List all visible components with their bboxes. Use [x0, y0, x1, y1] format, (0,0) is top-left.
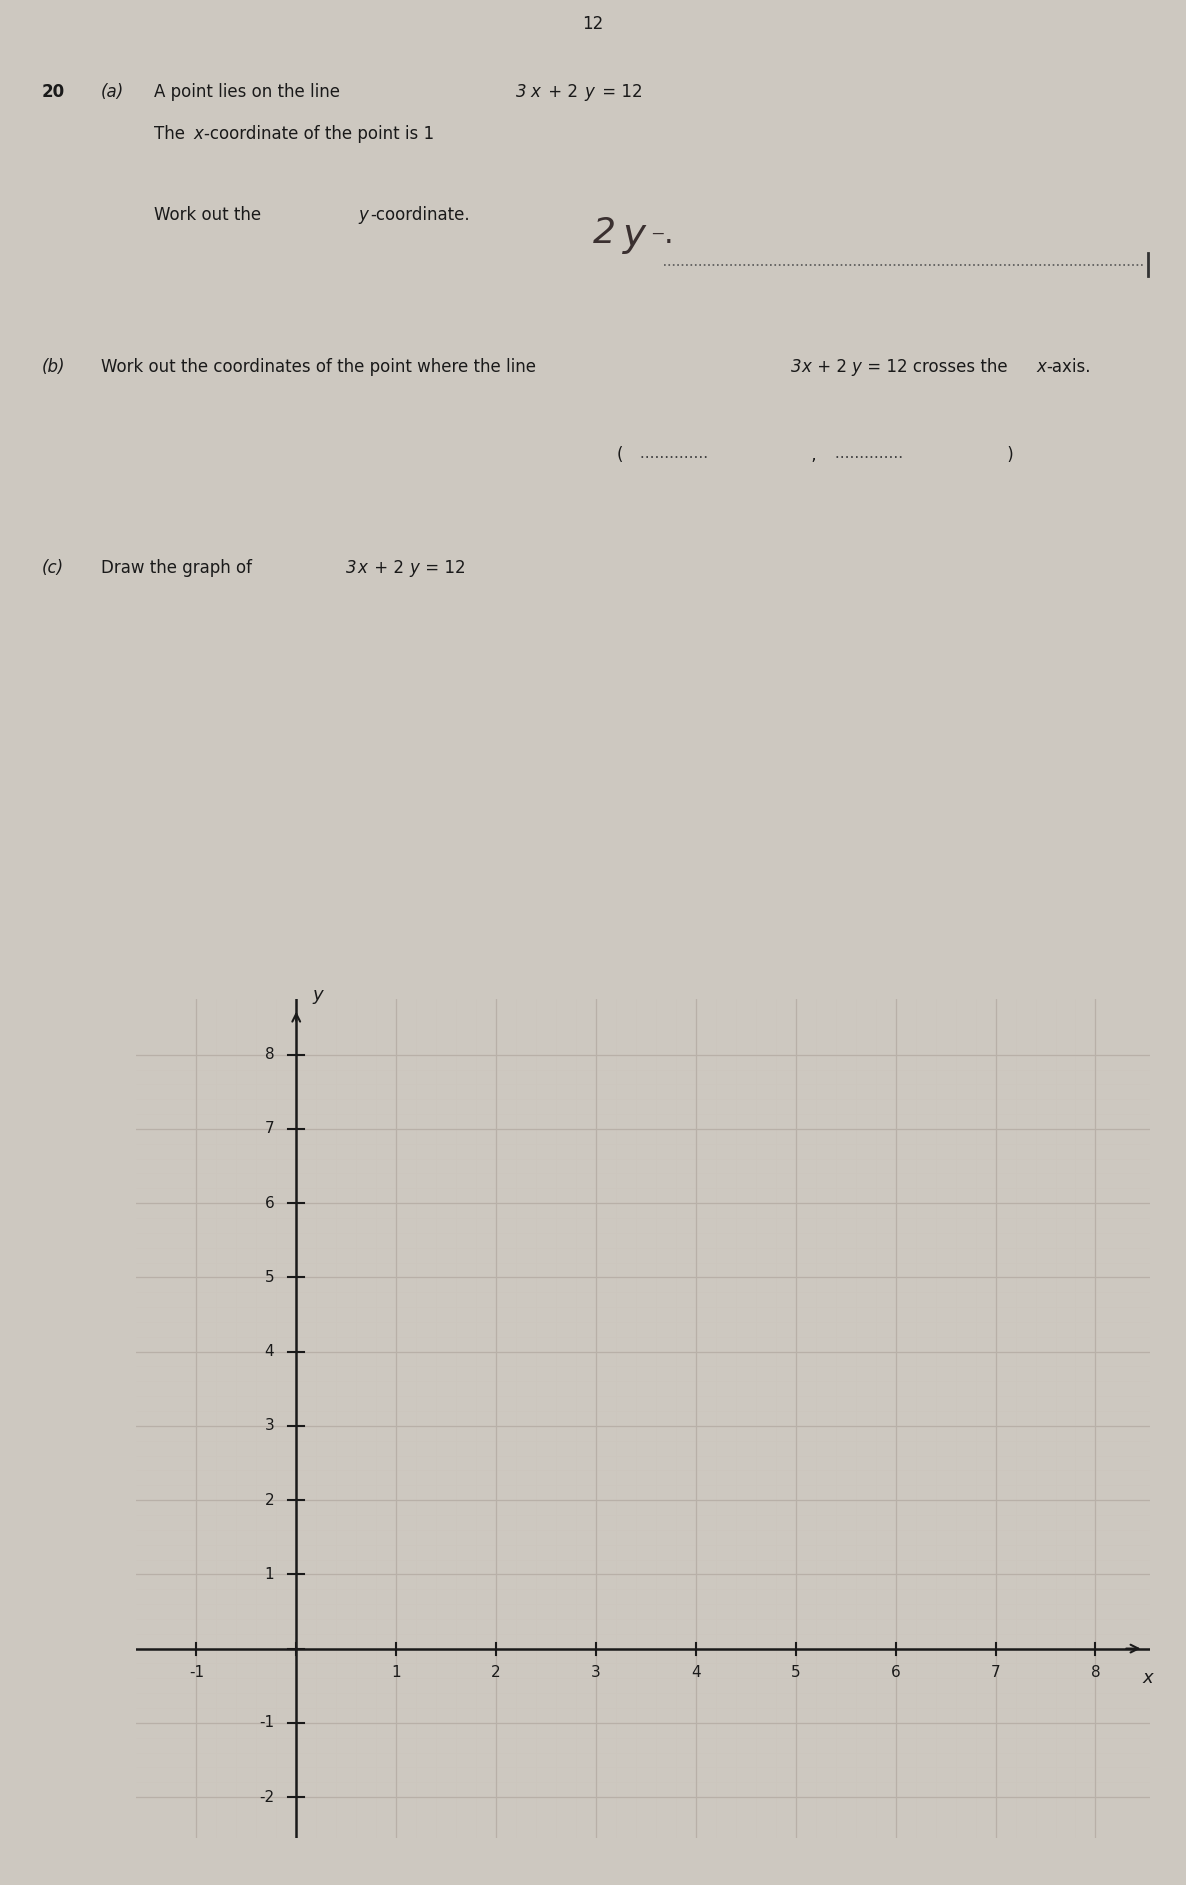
Text: y: y [313, 986, 324, 1005]
Text: y: y [358, 205, 368, 224]
Text: x: x [1037, 358, 1046, 375]
Text: Work out the coordinates of the point where the line: Work out the coordinates of the point wh… [101, 358, 541, 375]
Text: 3: 3 [346, 558, 357, 577]
Text: ): ) [1002, 447, 1014, 464]
Text: 2: 2 [593, 215, 616, 249]
Text: -1: -1 [259, 1715, 274, 1730]
Text: x: x [530, 83, 540, 102]
Text: A point lies on the line: A point lies on the line [154, 83, 345, 102]
Text: -axis.: -axis. [1046, 358, 1091, 375]
Text: 4: 4 [691, 1664, 701, 1680]
Text: Work out the: Work out the [154, 205, 267, 224]
Text: x: x [802, 358, 811, 375]
Text: = 12 crosses the: = 12 crosses the [862, 358, 1013, 375]
Text: 5: 5 [264, 1270, 274, 1286]
Text: 7: 7 [264, 1122, 274, 1137]
Text: y: y [585, 83, 594, 102]
Text: 6: 6 [264, 1195, 274, 1210]
Text: ..............: .............. [635, 447, 708, 462]
Text: + 2: + 2 [543, 83, 579, 102]
Text: 3: 3 [516, 83, 527, 102]
Text: -1: -1 [189, 1664, 204, 1680]
Text: 20: 20 [42, 83, 64, 102]
Text: x: x [1142, 1670, 1153, 1687]
Text: y: y [852, 358, 861, 375]
Text: 12: 12 [582, 15, 604, 32]
Text: 3: 3 [264, 1418, 274, 1433]
Text: -2: -2 [259, 1789, 274, 1804]
Text: 6: 6 [891, 1664, 900, 1680]
Text: 3: 3 [591, 1664, 601, 1680]
Text: 2: 2 [491, 1664, 500, 1680]
Text: 8: 8 [1091, 1664, 1101, 1680]
Text: 5: 5 [791, 1664, 801, 1680]
Text: -coordinate.: -coordinate. [370, 205, 470, 224]
Text: 1: 1 [264, 1566, 274, 1582]
Text: ..............: .............. [830, 447, 904, 462]
Text: (a): (a) [101, 83, 125, 102]
Text: ⁻: ⁻ [650, 226, 664, 253]
Text: + 2: + 2 [812, 358, 848, 375]
Text: .: . [664, 219, 674, 249]
Text: 4: 4 [264, 1344, 274, 1359]
Text: y: y [623, 215, 645, 254]
Text: x: x [357, 558, 366, 577]
Text: 8: 8 [264, 1048, 274, 1063]
Text: 7: 7 [990, 1664, 1000, 1680]
Text: Draw the graph of: Draw the graph of [101, 558, 257, 577]
Text: The: The [154, 126, 191, 143]
Text: 3: 3 [791, 358, 802, 375]
Text: (b): (b) [42, 358, 65, 375]
Text: = 12: = 12 [420, 558, 465, 577]
Text: 2: 2 [264, 1493, 274, 1508]
Text: (: ( [617, 447, 623, 464]
Text: ,: , [806, 447, 822, 464]
Text: -coordinate of the point is 1: -coordinate of the point is 1 [204, 126, 434, 143]
Text: + 2: + 2 [369, 558, 404, 577]
Text: x: x [193, 126, 203, 143]
Text: = 12: = 12 [597, 83, 642, 102]
Text: 1: 1 [391, 1664, 401, 1680]
Text: (c): (c) [42, 558, 64, 577]
Text: y: y [409, 558, 419, 577]
